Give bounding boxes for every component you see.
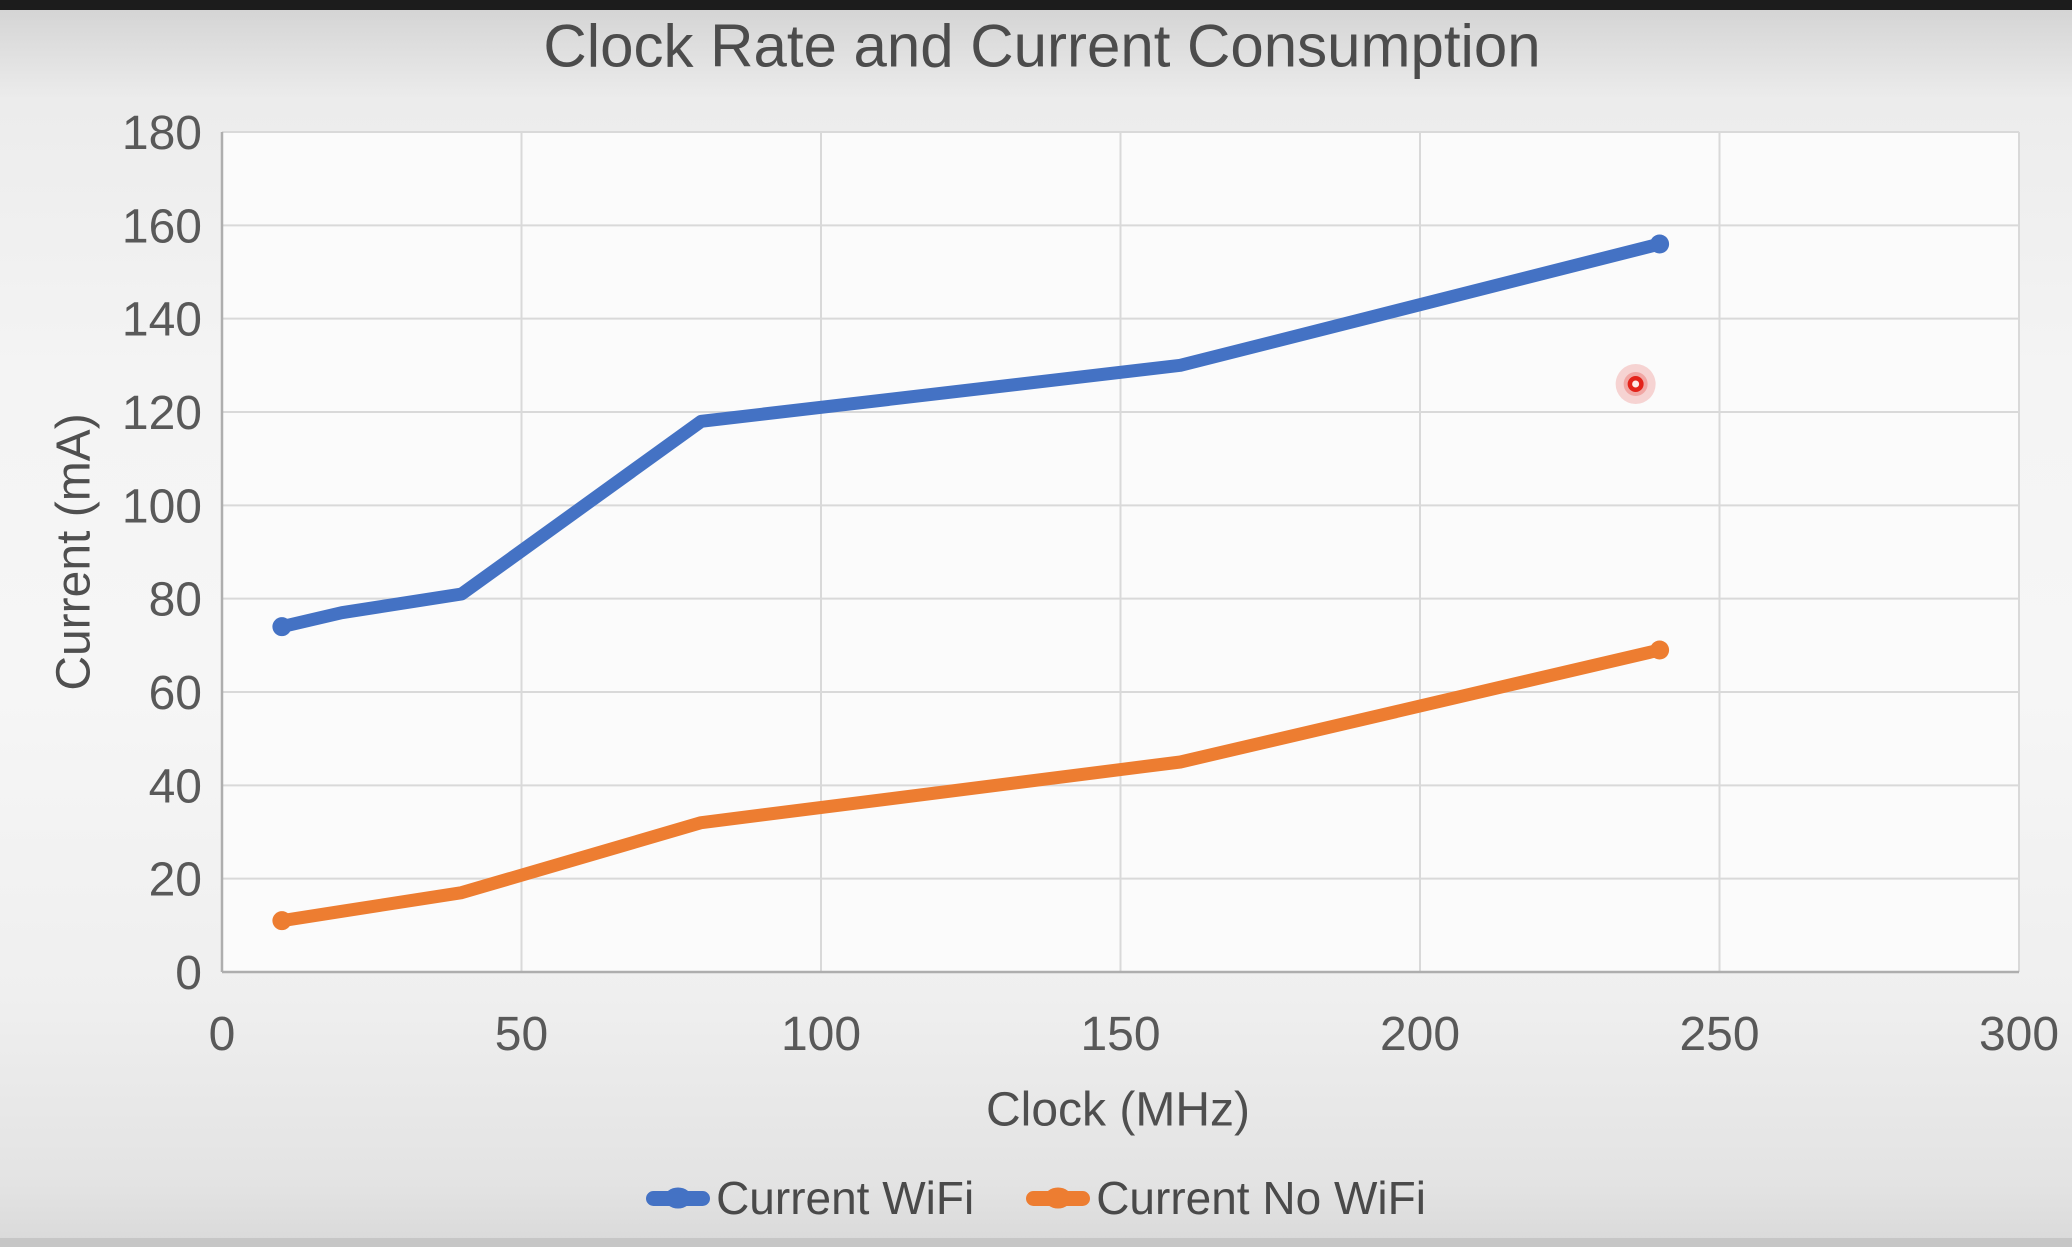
x-tick-label: 200	[1380, 1008, 1460, 1061]
y-tick-label: 60	[149, 667, 202, 720]
y-tick-label: 100	[122, 480, 202, 533]
legend-marker-dot	[664, 1187, 692, 1209]
legend-label-current-no-wifi: Current No WiFi	[1096, 1172, 1426, 1224]
x-tick-label: 250	[1679, 1008, 1759, 1061]
series-line-current-no-wifi	[275, 643, 1667, 928]
legend-marker-current-no-wifi-icon	[1026, 1187, 1091, 1209]
legend-marker-dot	[1044, 1187, 1072, 1209]
y-tick-label: 120	[122, 387, 202, 440]
y-tick-label: 40	[149, 760, 202, 813]
x-tick-label: 50	[495, 1008, 548, 1061]
series-endpoint-dot-current-no-wifi	[272, 911, 292, 931]
video-top-letterbox-bar	[0, 0, 2072, 10]
legend-marker-current-wifi-icon	[646, 1187, 711, 1209]
x-tick-label: 300	[1979, 1008, 2059, 1061]
x-tick-label: 150	[1080, 1008, 1160, 1061]
chart-title: Clock Rate and Current Consumption	[543, 12, 1541, 80]
series-line-current-wifi	[275, 237, 1667, 634]
y-tick-label: 140	[122, 294, 202, 347]
y-tick-label: 0	[175, 947, 202, 1000]
x-tick-label: 100	[781, 1008, 861, 1061]
series-endpoint-dot-current-no-wifi	[1650, 640, 1670, 660]
legend-item-current-no-wifi: Current No WiFi	[1026, 1171, 1426, 1225]
y-tick-label: 80	[149, 574, 202, 627]
series-endpoint-dot-current-wifi	[272, 617, 292, 637]
legend-label-current-wifi: Current WiFi	[716, 1172, 975, 1224]
x-tick-label: 0	[209, 1008, 236, 1061]
x-axis-title: Clock (MHz)	[986, 1083, 1250, 1137]
legend-item-current-wifi: Current WiFi	[646, 1171, 974, 1225]
y-tick-label: 160	[122, 200, 202, 253]
y-tick-label: 20	[149, 854, 202, 907]
video-bottom-letterbox-bar	[0, 1238, 2072, 1247]
pointer-highlight-dot-center	[1632, 380, 1640, 388]
y-tick-label: 180	[122, 107, 202, 160]
legend: Current WiFi Current No WiFi	[0, 1168, 2072, 1228]
series-endpoint-dot-current-wifi	[1650, 234, 1670, 254]
